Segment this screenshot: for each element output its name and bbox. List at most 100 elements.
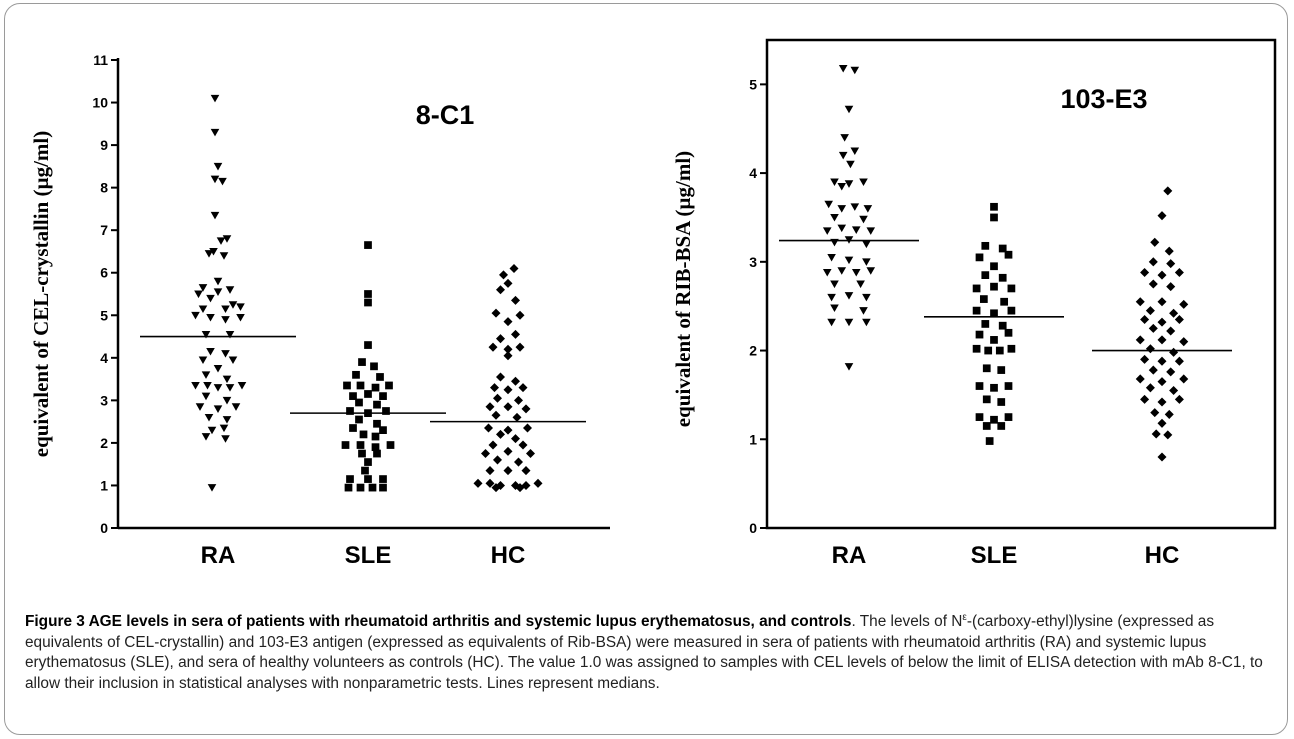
data-point xyxy=(503,446,513,456)
data-point xyxy=(982,422,991,430)
data-point xyxy=(204,413,214,422)
data-point xyxy=(513,457,524,467)
data-point xyxy=(1157,377,1167,387)
data-point xyxy=(198,305,208,313)
data-point xyxy=(376,373,384,381)
data-point xyxy=(1174,267,1184,277)
caption-superscript: ε xyxy=(962,612,967,623)
data-point xyxy=(213,405,223,413)
data-point xyxy=(222,375,232,384)
data-point xyxy=(1148,279,1158,289)
data-point xyxy=(990,415,998,424)
data-point xyxy=(1157,452,1167,462)
data-point xyxy=(979,295,988,303)
data-point xyxy=(837,205,847,213)
data-point xyxy=(844,292,854,300)
data-point xyxy=(1004,382,1013,390)
data-point xyxy=(480,449,491,459)
data-point xyxy=(510,329,521,339)
data-point xyxy=(221,305,230,313)
x-category-label: SLE xyxy=(971,542,1018,569)
data-point xyxy=(859,178,868,187)
data-point xyxy=(844,363,854,371)
data-point xyxy=(975,413,984,421)
data-point xyxy=(837,267,847,275)
data-point xyxy=(972,344,981,353)
data-point xyxy=(1145,306,1155,316)
data-point xyxy=(210,94,220,103)
data-point xyxy=(237,382,247,390)
data-point xyxy=(191,382,200,390)
data-point xyxy=(822,227,832,235)
plot-frame xyxy=(765,38,1277,530)
data-point xyxy=(1135,374,1145,384)
data-point xyxy=(491,308,501,318)
data-point xyxy=(1148,323,1158,333)
data-point xyxy=(206,294,215,303)
data-point xyxy=(990,213,998,222)
caption-text-a: . The levels of N xyxy=(851,613,963,631)
data-point xyxy=(827,293,836,302)
data-point xyxy=(981,241,990,250)
data-point xyxy=(982,395,991,404)
data-point xyxy=(862,258,871,266)
data-point xyxy=(206,347,215,356)
data-point xyxy=(513,395,524,405)
data-point xyxy=(492,393,503,403)
data-point xyxy=(1157,211,1167,221)
data-point xyxy=(210,211,220,220)
data-point xyxy=(379,475,387,483)
data-point xyxy=(1148,257,1158,267)
data-point xyxy=(997,398,1006,406)
data-point xyxy=(1157,356,1167,366)
y-tick-label: 2 xyxy=(749,343,757,359)
data-point xyxy=(222,396,232,405)
data-point xyxy=(515,342,525,352)
data-point xyxy=(209,248,218,256)
data-point xyxy=(492,455,503,465)
data-point xyxy=(990,383,998,392)
data-point xyxy=(503,466,513,476)
data-point xyxy=(485,466,495,476)
data-point xyxy=(975,330,984,339)
data-point xyxy=(985,437,994,445)
data-point xyxy=(1004,413,1013,421)
data-point xyxy=(827,253,836,262)
data-point xyxy=(859,307,868,315)
data-point xyxy=(489,383,500,393)
data-point xyxy=(975,253,984,262)
data-point xyxy=(198,356,208,365)
y-axis-label: equivalent of CEL-crystallin (µg/ml) xyxy=(29,131,53,458)
data-point xyxy=(349,392,357,400)
data-point xyxy=(1007,344,1016,353)
caption-label: Figure 3 AGE levels in sera of patients … xyxy=(25,613,852,631)
data-point xyxy=(1157,270,1167,280)
data-point xyxy=(859,215,868,224)
data-point xyxy=(515,310,525,320)
data-point xyxy=(1004,328,1013,337)
data-point xyxy=(1174,394,1184,404)
y-tick-label: 6 xyxy=(100,265,108,281)
panel-title: 103-E3 xyxy=(1060,84,1147,114)
data-point xyxy=(207,484,217,492)
data-point xyxy=(361,466,369,475)
data-point xyxy=(990,309,998,318)
data-point xyxy=(510,434,521,444)
data-point xyxy=(379,392,387,400)
data-point xyxy=(385,381,393,390)
data-point xyxy=(844,180,854,188)
y-tick-label: 3 xyxy=(749,254,757,270)
data-point xyxy=(982,364,991,373)
data-point xyxy=(998,273,1007,282)
data-point xyxy=(830,178,839,187)
data-point xyxy=(515,483,525,493)
data-point xyxy=(364,341,372,349)
figure-caption: Figure 3 AGE levels in sera of patients … xyxy=(25,608,1275,694)
data-point xyxy=(981,320,990,328)
y-tick-label: 0 xyxy=(100,520,108,536)
data-point xyxy=(1169,308,1179,318)
data-point xyxy=(218,177,227,186)
data-point xyxy=(201,433,211,441)
data-point xyxy=(837,182,847,191)
data-point xyxy=(213,384,223,392)
